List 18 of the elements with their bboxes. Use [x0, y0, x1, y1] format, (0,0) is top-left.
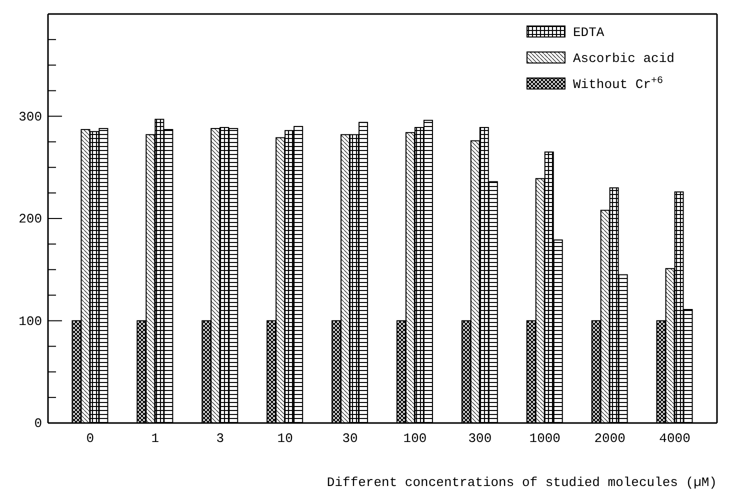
legend-label: Ascorbic acid	[573, 51, 674, 66]
x-tick-label: 100	[403, 431, 427, 446]
x-tick-label: 1	[151, 431, 160, 446]
x-tick-label: 10	[277, 431, 293, 446]
x-tick-label: 1000	[529, 431, 560, 446]
x-axis-title: Different concentrations of studied molecules (µM)	[326, 475, 717, 490]
x-tick-label: 3	[216, 431, 224, 446]
x-tick-label: 300	[468, 431, 492, 446]
x-tick-label: 4000	[659, 431, 690, 446]
y-tick-label: 0	[34, 416, 42, 432]
y-tick-label: 300	[18, 109, 42, 124]
legend-label: EDTA	[573, 25, 604, 40]
y-tick-label: 100	[18, 314, 42, 329]
x-tick-label: 30	[342, 431, 358, 446]
legend-label: Without Cr$^{+6}$	[573, 76, 664, 92]
x-tick-label: 2000	[594, 431, 626, 446]
x-tick-label: 0	[86, 431, 94, 446]
y-tick-label: 200	[18, 212, 42, 227]
